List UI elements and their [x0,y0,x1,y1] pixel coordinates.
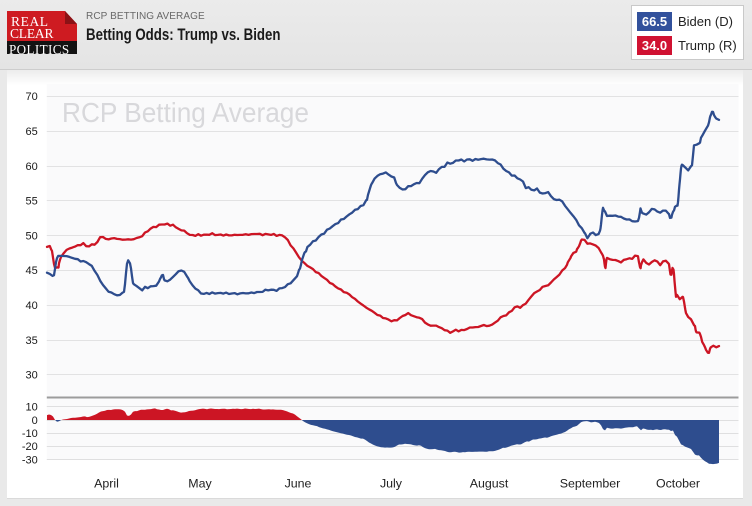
svg-text:-20: -20 [22,441,38,453]
svg-text:October: October [656,477,700,491]
svg-text:July: July [380,477,403,491]
svg-text:35: 35 [26,335,38,347]
svg-text:August: August [470,477,509,491]
svg-text:0: 0 [32,415,38,427]
svg-text:April: April [94,477,119,491]
svg-text:June: June [285,477,312,491]
svg-text:65: 65 [26,126,38,138]
svg-text:10: 10 [26,402,38,414]
svg-text:50: 50 [26,230,38,242]
svg-text:RCP Betting Average: RCP Betting Average [62,97,309,128]
svg-text:60: 60 [26,161,38,173]
svg-text:May: May [188,477,212,491]
svg-text:30: 30 [26,370,38,382]
svg-text:-10: -10 [22,428,38,440]
svg-text:55: 55 [26,196,38,208]
svg-text:40: 40 [26,300,38,312]
svg-text:45: 45 [26,265,38,277]
svg-text:70: 70 [26,91,38,103]
svg-text:-30: -30 [22,454,38,466]
svg-text:September: September [560,477,621,491]
